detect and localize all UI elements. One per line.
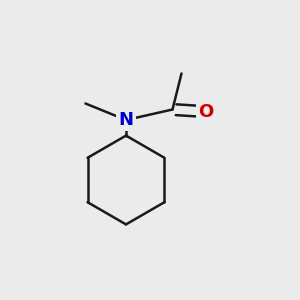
- Text: N: N: [118, 111, 134, 129]
- Text: O: O: [198, 103, 213, 121]
